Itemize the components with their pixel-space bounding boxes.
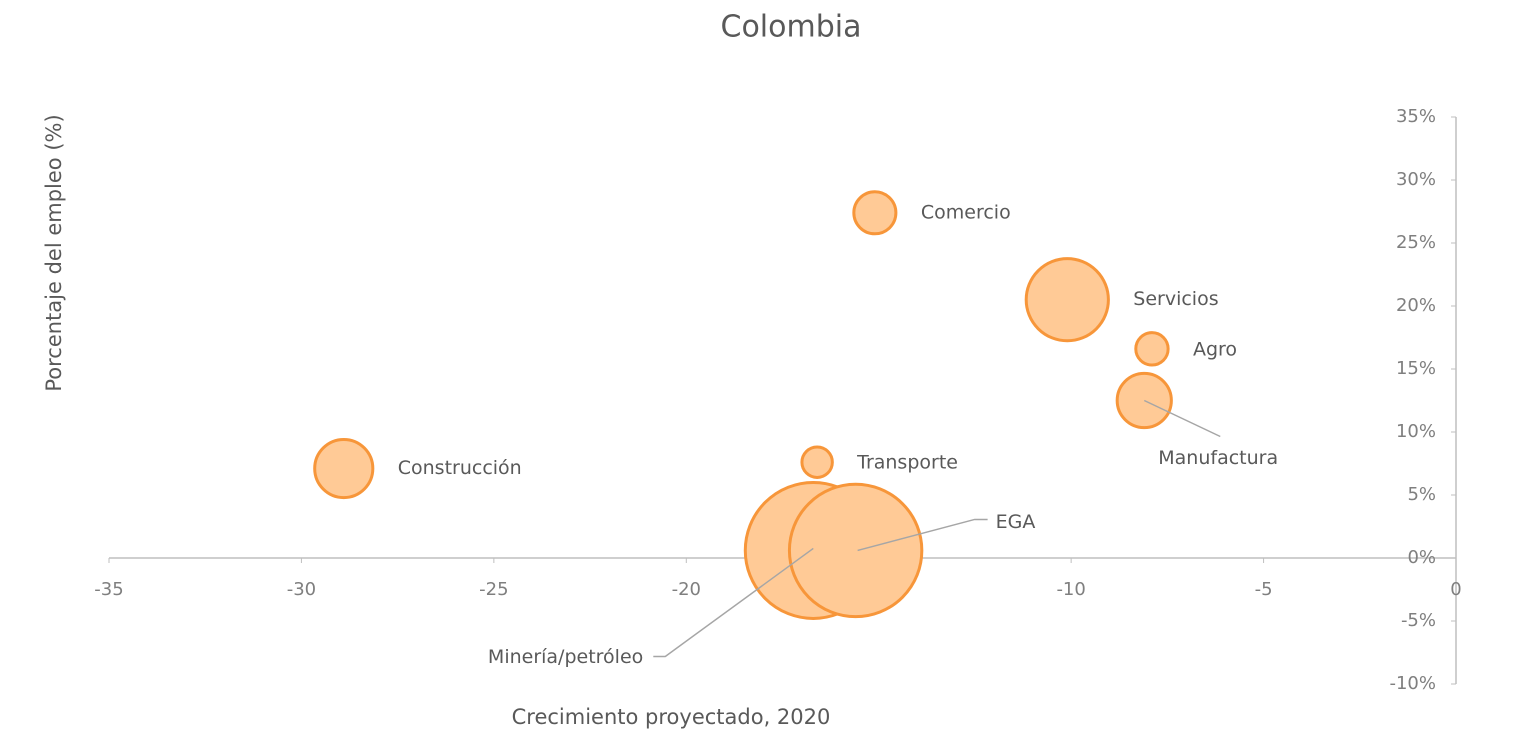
data-label: Agro [1193, 338, 1237, 360]
x-tick-label: -5 [1255, 579, 1273, 600]
x-tick-label: -35 [94, 579, 123, 600]
y-axis-title: Porcentaje del empleo (%) [42, 114, 66, 391]
bubble [787, 482, 924, 619]
chart-title: Colombia [721, 10, 862, 45]
y-tick-label: 35% [1396, 106, 1436, 127]
bubble [852, 190, 898, 236]
y-tick-label: 5% [1407, 484, 1436, 505]
x-tick-label: -30 [287, 579, 316, 600]
x-axis-title: Crecimiento proyectado, 2020 [512, 705, 831, 729]
data-label: Construcción [398, 457, 522, 479]
data-label: Minería/petróleo [488, 646, 643, 668]
y-tick-label: 15% [1396, 358, 1436, 379]
data-label: EGA [996, 511, 1036, 533]
data-label: Manufactura [1158, 447, 1278, 469]
x-tick-label: 0 [1450, 579, 1461, 600]
data-label: Comercio [921, 201, 1011, 223]
x-tick-label: -25 [479, 579, 508, 600]
bubble [800, 445, 834, 479]
y-tick-label: 20% [1396, 295, 1436, 316]
y-tick-label: 30% [1396, 169, 1436, 190]
y-tick-label: 25% [1396, 232, 1436, 253]
y-tick-label: -5% [1401, 610, 1436, 631]
leader-line [1143, 399, 1221, 438]
bubble [313, 437, 375, 500]
y-tick-label: -10% [1389, 673, 1436, 694]
x-tick-label: -10 [1056, 579, 1085, 600]
leader-line [857, 518, 988, 552]
bubble [1024, 257, 1110, 343]
bubble [1134, 331, 1170, 367]
x-tick-label: -20 [672, 579, 701, 600]
y-tick-label: 0% [1407, 547, 1436, 568]
leader-line [653, 547, 814, 658]
y-tick-label: 10% [1396, 421, 1436, 442]
data-label: Transporte [856, 452, 958, 474]
data-label: Servicios [1133, 288, 1218, 310]
